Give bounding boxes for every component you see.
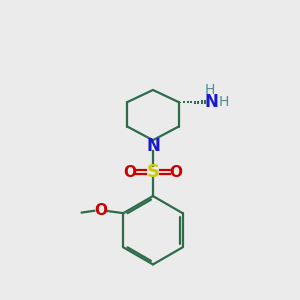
Text: H: H — [219, 95, 229, 109]
Text: O: O — [170, 165, 183, 180]
Text: N: N — [146, 136, 160, 154]
Text: H: H — [205, 83, 215, 97]
Text: S: S — [146, 163, 160, 181]
Text: O: O — [123, 165, 136, 180]
Text: N: N — [205, 93, 218, 111]
Text: O: O — [94, 203, 107, 218]
